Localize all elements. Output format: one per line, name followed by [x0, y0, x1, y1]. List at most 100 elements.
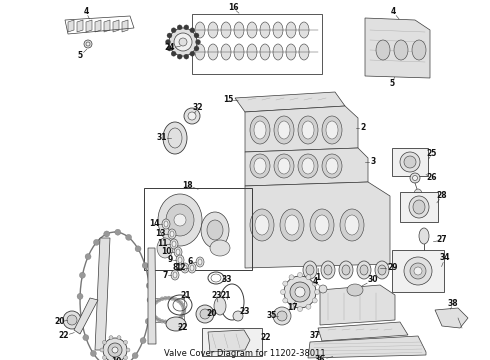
Ellipse shape [179, 315, 183, 319]
Text: 23: 23 [212, 292, 222, 301]
Ellipse shape [404, 156, 416, 168]
Bar [144, 188, 252, 270]
Ellipse shape [208, 44, 218, 60]
Ellipse shape [117, 336, 121, 339]
Polygon shape [74, 298, 98, 334]
Ellipse shape [221, 44, 231, 60]
Polygon shape [308, 336, 426, 358]
Polygon shape [318, 322, 408, 341]
Text: 17: 17 [287, 303, 297, 312]
Polygon shape [320, 285, 395, 325]
Ellipse shape [306, 275, 311, 280]
Text: 22: 22 [261, 333, 271, 342]
Ellipse shape [135, 246, 141, 252]
Ellipse shape [173, 297, 177, 301]
Ellipse shape [315, 215, 329, 235]
Ellipse shape [315, 289, 319, 294]
Ellipse shape [286, 44, 296, 60]
Ellipse shape [125, 234, 132, 240]
Ellipse shape [150, 307, 154, 311]
Ellipse shape [190, 28, 195, 33]
Ellipse shape [339, 261, 353, 279]
Text: 36: 36 [315, 356, 325, 360]
Ellipse shape [297, 306, 302, 311]
Ellipse shape [414, 189, 422, 199]
Ellipse shape [321, 261, 335, 279]
Ellipse shape [109, 336, 113, 339]
Ellipse shape [173, 272, 177, 278]
Ellipse shape [79, 272, 85, 278]
Ellipse shape [169, 28, 197, 56]
Ellipse shape [160, 297, 164, 301]
Ellipse shape [171, 320, 174, 324]
Ellipse shape [196, 305, 214, 323]
Ellipse shape [312, 298, 317, 303]
Ellipse shape [254, 158, 266, 174]
Ellipse shape [413, 200, 425, 214]
Ellipse shape [123, 340, 127, 345]
Ellipse shape [283, 298, 288, 303]
Ellipse shape [145, 318, 151, 324]
Polygon shape [235, 92, 345, 112]
Ellipse shape [322, 154, 342, 178]
Polygon shape [86, 20, 92, 32]
Polygon shape [95, 20, 101, 32]
Ellipse shape [152, 302, 156, 306]
Ellipse shape [140, 338, 146, 343]
Ellipse shape [181, 263, 189, 273]
Text: 29: 29 [388, 264, 398, 273]
Ellipse shape [340, 209, 364, 241]
Ellipse shape [250, 154, 270, 178]
Text: 25: 25 [427, 149, 437, 158]
Polygon shape [435, 308, 468, 328]
Ellipse shape [171, 28, 176, 33]
Ellipse shape [63, 311, 81, 329]
Polygon shape [122, 20, 128, 32]
Ellipse shape [420, 256, 428, 264]
Ellipse shape [312, 281, 317, 286]
Ellipse shape [176, 255, 184, 265]
Ellipse shape [357, 261, 371, 279]
Ellipse shape [280, 209, 304, 241]
Polygon shape [208, 330, 250, 352]
Ellipse shape [298, 154, 318, 178]
Ellipse shape [194, 46, 199, 51]
Ellipse shape [183, 265, 187, 271]
Ellipse shape [86, 42, 90, 46]
Text: 4: 4 [391, 8, 395, 17]
Text: 1: 1 [316, 274, 320, 283]
Ellipse shape [250, 209, 274, 241]
Ellipse shape [290, 282, 310, 302]
Polygon shape [245, 182, 390, 268]
Ellipse shape [196, 257, 204, 267]
Ellipse shape [167, 320, 171, 324]
Ellipse shape [171, 270, 179, 280]
Ellipse shape [413, 175, 417, 180]
Ellipse shape [404, 257, 432, 285]
Ellipse shape [289, 304, 294, 309]
Text: 5: 5 [77, 51, 82, 60]
Text: 27: 27 [437, 235, 447, 244]
Ellipse shape [345, 215, 359, 235]
Ellipse shape [179, 301, 183, 305]
Ellipse shape [90, 351, 97, 356]
Ellipse shape [188, 263, 196, 273]
Ellipse shape [255, 215, 269, 235]
Ellipse shape [112, 347, 118, 353]
Ellipse shape [273, 22, 283, 38]
Bar [392, 250, 444, 292]
Polygon shape [95, 238, 110, 350]
Ellipse shape [67, 315, 77, 325]
Ellipse shape [299, 22, 309, 38]
Text: 9: 9 [168, 256, 172, 265]
Text: 30: 30 [368, 275, 378, 284]
Ellipse shape [157, 238, 173, 258]
Ellipse shape [147, 297, 153, 303]
Ellipse shape [250, 116, 270, 144]
Ellipse shape [302, 121, 314, 139]
Ellipse shape [174, 247, 182, 257]
Ellipse shape [375, 261, 389, 279]
Text: 38: 38 [448, 300, 458, 309]
Polygon shape [245, 148, 368, 186]
Ellipse shape [163, 296, 168, 300]
